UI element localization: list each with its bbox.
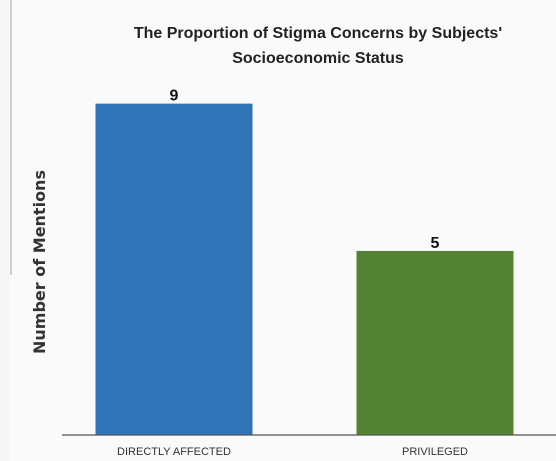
bars-group: 9 DIRECTLY AFFECTED 5 PRIVILEGED [95, 88, 514, 458]
left-border-line [10, 0, 12, 275]
chart-title-line-2: Socioeconomic Status [232, 50, 404, 67]
data-label-directly-affected: 9 [170, 88, 179, 105]
y-axis-label: Number of Mentions [30, 170, 49, 354]
chart-title-line-1: The Proportion of Stigma Concerns by Sub… [134, 25, 502, 42]
x-tick-label-directly-affected: DIRECTLY AFFECTED [117, 446, 231, 458]
x-tick-label-privileged: PRIVILEGED [402, 446, 468, 458]
bar-directly-affected [95, 103, 253, 436]
bar-privileged [356, 250, 514, 435]
data-label-privileged: 5 [431, 235, 440, 252]
